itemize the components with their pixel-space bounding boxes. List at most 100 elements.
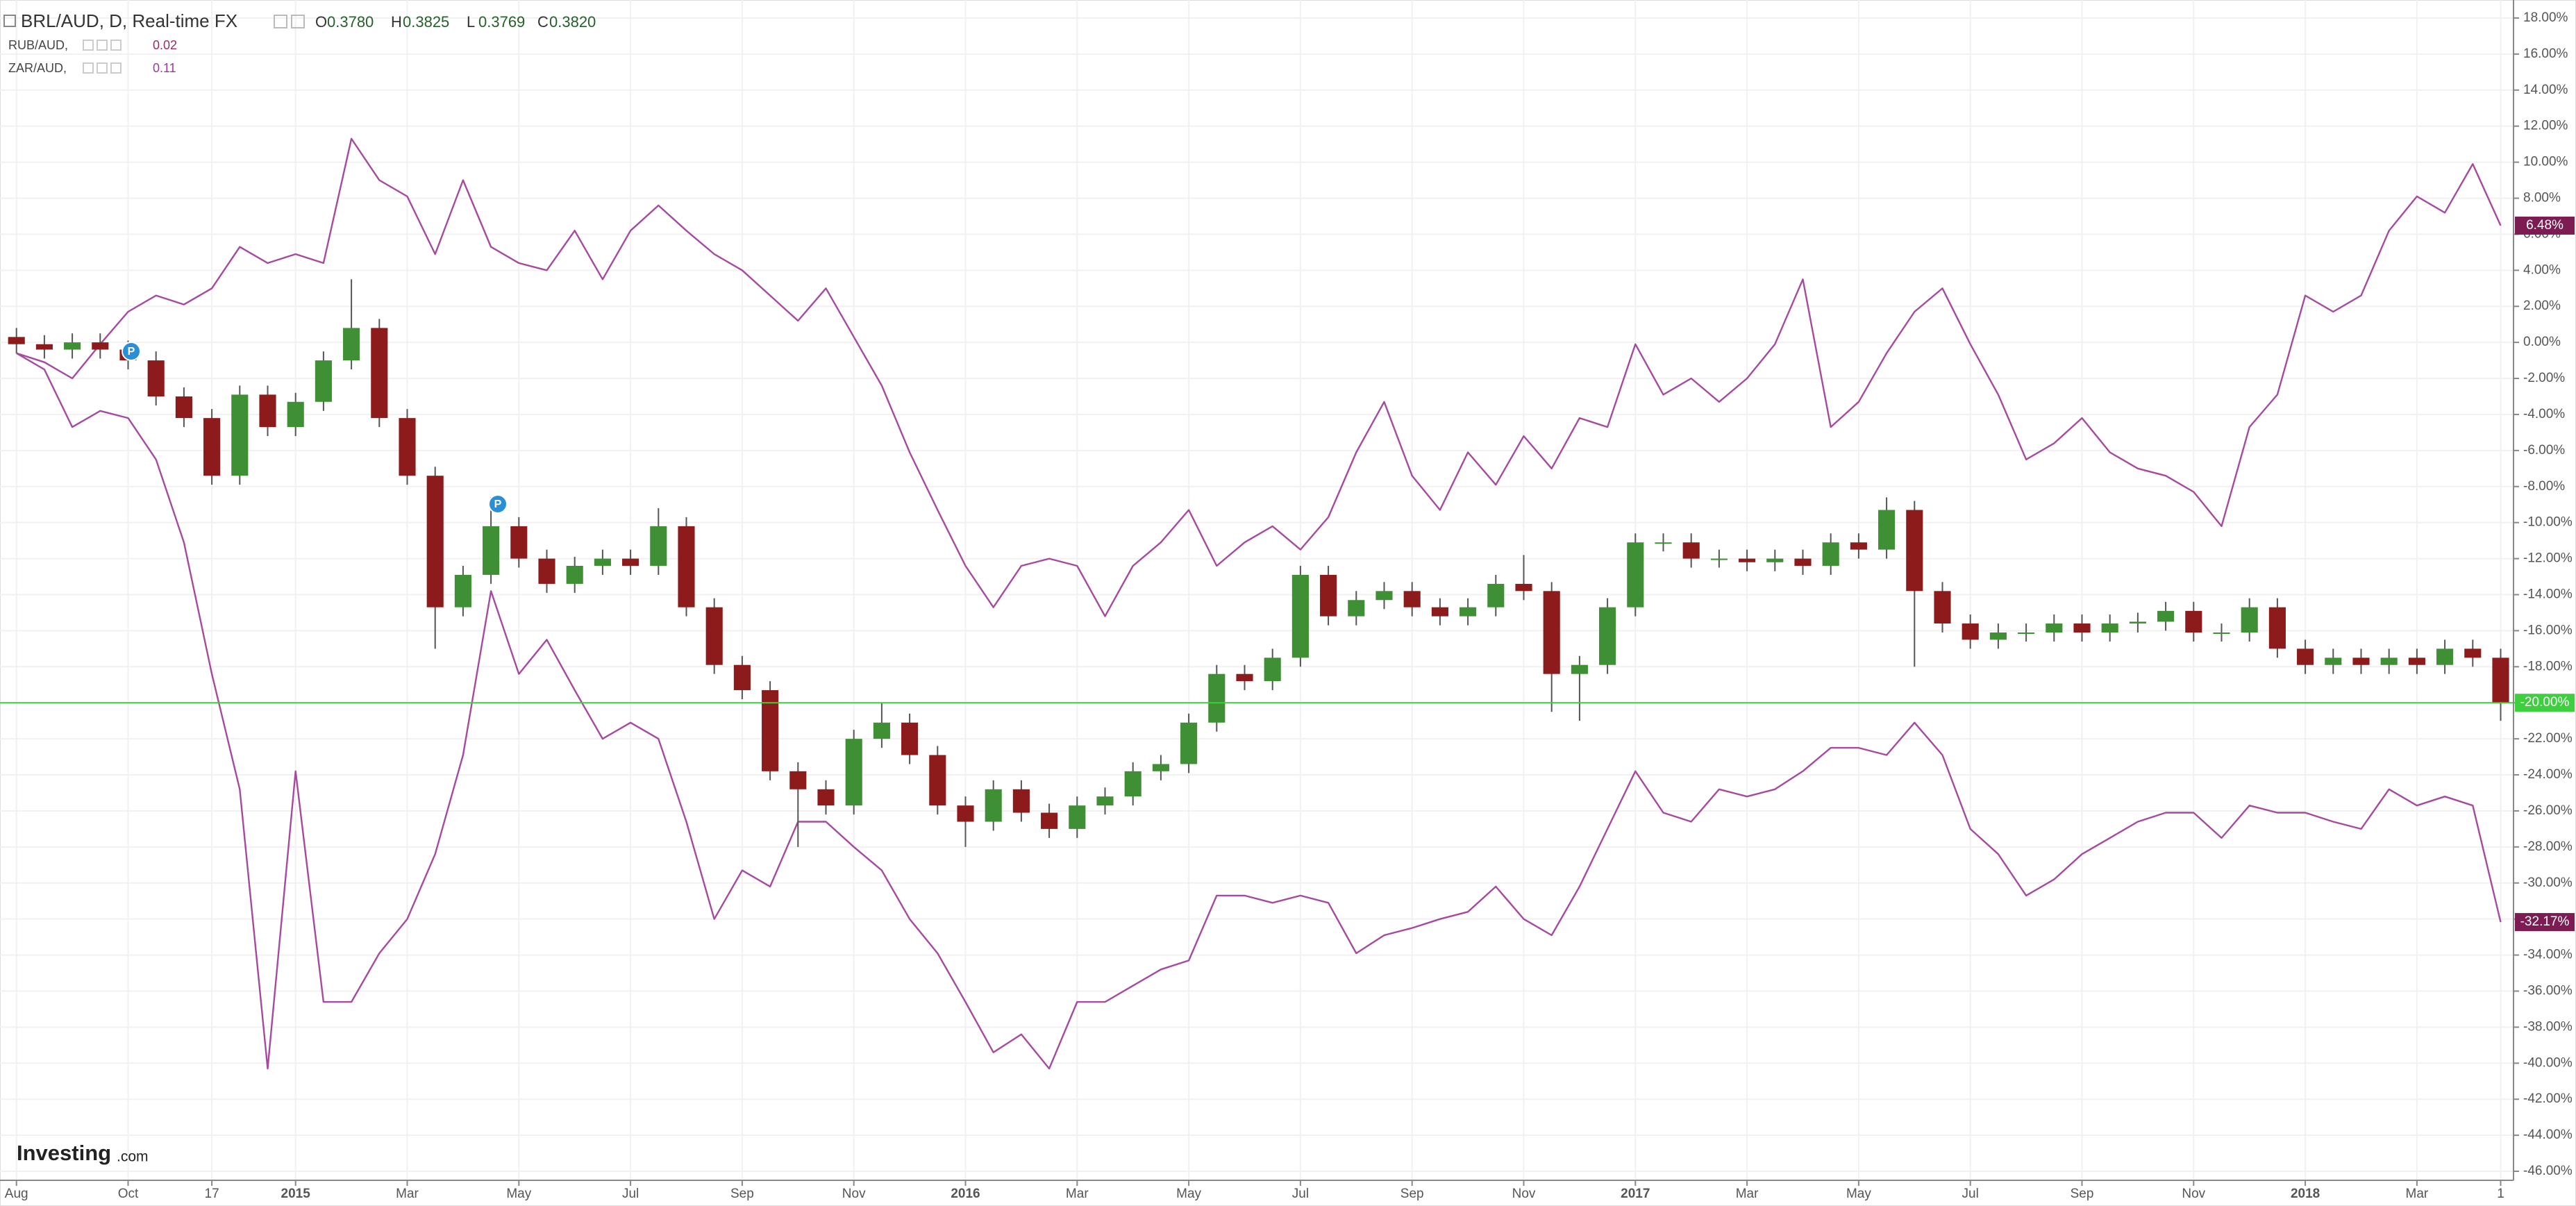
candle-body [454, 574, 471, 608]
candle-body [957, 805, 974, 822]
candle-body [1682, 542, 1700, 559]
y-tick-label: 0.00% [2523, 335, 2561, 349]
price-tag-label: -20.00% [2520, 695, 2570, 710]
candle-body [2073, 623, 2091, 633]
y-tick-label: -24.00% [2523, 767, 2573, 782]
plot-area [0, 137, 2514, 1070]
hide-icon[interactable] [291, 15, 305, 28]
event-label: P [494, 499, 502, 510]
candle-body [426, 476, 444, 608]
x-tick-label: Sep [1400, 1187, 1424, 1201]
candle-body [2408, 658, 2425, 665]
y-tick-label: -38.00% [2523, 1019, 2573, 1034]
candle-body [343, 328, 360, 361]
x-tick-label: Nov [2182, 1187, 2205, 1201]
y-tick-label: -2.00% [2523, 371, 2565, 385]
header: BRL/AUD, D, Real-time FX [3, 10, 305, 31]
candle-body [1152, 764, 1169, 771]
ohlc-key: O [315, 13, 327, 31]
candle-body [1180, 722, 1198, 764]
candle-body [483, 526, 500, 575]
x-tick-label: Mar [396, 1187, 419, 1201]
candle-body [1599, 607, 1616, 665]
candle-body [64, 342, 81, 350]
y-tick-label: -36.00% [2523, 983, 2573, 998]
candle-body [315, 360, 332, 402]
candle-body [2101, 623, 2118, 633]
candle-body [2241, 607, 2258, 633]
candle-body [1543, 591, 1560, 674]
y-tick-label: -6.00% [2523, 443, 2565, 458]
y-tick-label: -30.00% [2523, 876, 2573, 890]
candle-body [1208, 673, 1226, 723]
settings-icon[interactable] [274, 15, 287, 28]
candle-body [1348, 600, 1365, 617]
price-tag-label: 6.48% [2526, 218, 2564, 233]
y-tick-label: -26.00% [2523, 803, 2573, 818]
ohlc-key: L [467, 13, 475, 31]
y-tick-label: 2.00% [2523, 299, 2561, 313]
y-tick-label: 10.00% [2523, 155, 2568, 169]
x-tick-label: 1 [2497, 1187, 2504, 1201]
y-tick-label: -34.00% [2523, 948, 2573, 962]
candle-body [147, 360, 165, 396]
x-tick-label: Mar [1736, 1187, 1759, 1201]
x-tick-label: Aug [5, 1187, 28, 1201]
x-tick-label: May [1176, 1187, 1201, 1201]
event-marker[interactable] [488, 494, 508, 514]
legend-price: 0.11 [153, 61, 176, 75]
y-tick-label: -18.00% [2523, 659, 2573, 673]
candle-body [2297, 648, 2314, 665]
y-tick-label: -46.00% [2523, 1164, 2573, 1178]
candle-body [1124, 771, 1141, 797]
candle-body [287, 401, 304, 428]
candle-body [1096, 796, 1114, 806]
price-tag [2515, 913, 2575, 932]
candle-body [2213, 632, 2230, 634]
candle-body [901, 722, 919, 755]
candle-body [1627, 542, 1644, 608]
legend: RUB/AUD, 0.02 ZAR/AUD, 0.11 [8, 38, 177, 75]
candle-body [1850, 542, 1867, 550]
y-tick-label: -16.00% [2523, 623, 2573, 637]
candle-body [873, 722, 890, 739]
candle-body [1934, 591, 1951, 624]
candle-body [678, 526, 695, 608]
chart-title: BRL/AUD, D, Real-time FX [21, 10, 237, 31]
candle-body [1431, 607, 1448, 617]
grid [0, 0, 2514, 1180]
axes: 18.00%16.00%14.00%12.00%10.00%8.00%6.00%… [5, 10, 2575, 1201]
x-tick-label: May [506, 1187, 531, 1201]
x-tick-label: Nov [842, 1187, 866, 1201]
candle-body [1739, 558, 1756, 562]
candle-body [1655, 542, 1672, 544]
candle-body [1460, 607, 1477, 617]
candle-body [1515, 583, 1532, 592]
collapse-icon[interactable] [3, 15, 16, 27]
event-marker[interactable] [122, 342, 141, 361]
ohlc-value: 0.3769 [478, 13, 525, 31]
candle-body [35, 344, 53, 350]
candle-body [2046, 623, 2063, 633]
y-tick-label: -22.00% [2523, 731, 2573, 746]
candle-body [2492, 658, 2509, 703]
candle-body [762, 690, 779, 771]
candle-body [1375, 591, 1393, 601]
candle-body [371, 328, 388, 419]
price-tag [2515, 694, 2575, 712]
candle-body [1571, 664, 1588, 674]
x-tick-label: Jul [622, 1187, 639, 1201]
candle-body [2157, 610, 2175, 622]
y-tick-label: -4.00% [2523, 407, 2565, 421]
candle-body [1012, 789, 1030, 813]
y-tick-label: 12.00% [2523, 119, 2568, 133]
candle-body [817, 789, 835, 806]
y-tick-label: -10.00% [2523, 515, 2573, 530]
candle-body [259, 394, 276, 428]
candle-body [733, 664, 751, 691]
x-tick-label: May [1846, 1187, 1871, 1201]
x-tick-label: Oct [118, 1187, 139, 1201]
candle-body [1906, 510, 1923, 592]
